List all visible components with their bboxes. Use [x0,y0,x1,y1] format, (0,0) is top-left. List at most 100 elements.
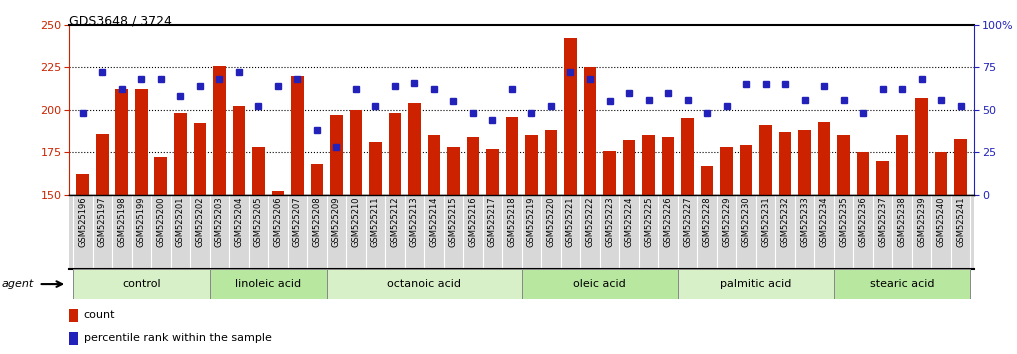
Bar [739,145,753,195]
Bar [310,164,323,195]
Text: GSM525219: GSM525219 [527,196,536,247]
Text: percentile rank within the sample: percentile rank within the sample [83,333,272,343]
Bar [331,115,343,195]
Text: GSM525199: GSM525199 [137,196,145,247]
Text: GSM525221: GSM525221 [566,196,575,247]
Bar [369,142,381,195]
Text: palmitic acid: palmitic acid [720,279,791,289]
Text: GSM525231: GSM525231 [761,196,770,247]
Bar [525,135,538,195]
Bar [545,130,557,195]
Bar [877,161,889,195]
Text: GSM525233: GSM525233 [800,196,810,247]
Text: stearic acid: stearic acid [870,279,935,289]
Text: GSM525202: GSM525202 [195,196,204,247]
Bar [798,130,811,195]
Text: GDS3648 / 3724: GDS3648 / 3724 [69,14,172,27]
Text: GSM525226: GSM525226 [663,196,672,247]
Bar [69,332,78,345]
Text: GSM525212: GSM525212 [391,196,400,247]
Bar [935,152,948,195]
Bar [681,118,694,195]
Text: GSM525228: GSM525228 [703,196,712,247]
Bar [779,132,791,195]
Bar [210,269,326,299]
Text: oleic acid: oleic acid [574,279,626,289]
Bar [408,103,421,195]
Bar [622,140,636,195]
Bar [116,89,128,195]
Bar [642,135,655,195]
Text: GSM525214: GSM525214 [429,196,438,247]
Text: GSM525207: GSM525207 [293,196,302,247]
Bar [662,137,674,195]
Bar [603,150,616,195]
Text: count: count [83,310,115,320]
Text: GSM525198: GSM525198 [117,196,126,247]
Text: GSM525208: GSM525208 [312,196,321,247]
Text: GSM525206: GSM525206 [274,196,283,247]
Bar [954,139,967,195]
Text: agent: agent [2,279,35,289]
Text: GSM525205: GSM525205 [254,196,262,247]
Bar [677,269,834,299]
Bar [486,149,498,195]
Bar [73,269,210,299]
Bar [856,152,870,195]
Text: GSM525227: GSM525227 [683,196,692,247]
Text: GSM525230: GSM525230 [741,196,751,247]
Bar [720,147,733,195]
Bar [837,135,850,195]
Bar [834,269,970,299]
Text: GSM525232: GSM525232 [781,196,789,247]
Bar [272,191,284,195]
Text: GSM525223: GSM525223 [605,196,614,247]
Bar [326,269,522,299]
Text: GSM525234: GSM525234 [820,196,829,247]
Text: GSM525218: GSM525218 [507,196,517,247]
Text: GSM525204: GSM525204 [234,196,243,247]
Bar [505,116,519,195]
Text: GSM525197: GSM525197 [98,196,107,247]
Text: GSM525203: GSM525203 [215,196,224,247]
Text: GSM525224: GSM525224 [624,196,634,247]
Bar [701,166,713,195]
Text: GSM525215: GSM525215 [448,196,458,247]
Bar [213,65,226,195]
Bar [818,122,831,195]
Text: GSM525235: GSM525235 [839,196,848,247]
Text: GSM525211: GSM525211 [371,196,380,247]
Bar [252,147,264,195]
Text: GSM525241: GSM525241 [956,196,965,247]
Text: GSM525220: GSM525220 [546,196,555,247]
Text: GSM525239: GSM525239 [917,196,926,247]
Text: octanoic acid: octanoic acid [387,279,461,289]
Text: linoleic acid: linoleic acid [235,279,301,289]
Text: GSM525238: GSM525238 [898,196,906,247]
Text: GSM525229: GSM525229 [722,196,731,247]
Text: GSM525213: GSM525213 [410,196,419,247]
Bar [69,309,78,322]
Text: GSM525200: GSM525200 [157,196,166,247]
Bar [76,174,89,195]
Bar [233,106,245,195]
Bar [467,137,479,195]
Bar [915,98,928,195]
Text: GSM525201: GSM525201 [176,196,185,247]
Bar [155,157,167,195]
Text: GSM525225: GSM525225 [644,196,653,247]
Bar [135,89,147,195]
Bar [564,38,577,195]
Bar [760,125,772,195]
Text: GSM525217: GSM525217 [488,196,497,247]
Bar [350,110,362,195]
Text: GSM525196: GSM525196 [78,196,87,247]
Bar [427,135,440,195]
Bar [896,135,908,195]
Bar [193,123,206,195]
Bar [388,113,402,195]
Bar [447,147,460,195]
Text: GSM525216: GSM525216 [469,196,477,247]
Text: GSM525222: GSM525222 [586,196,595,247]
Text: GSM525236: GSM525236 [858,196,868,247]
